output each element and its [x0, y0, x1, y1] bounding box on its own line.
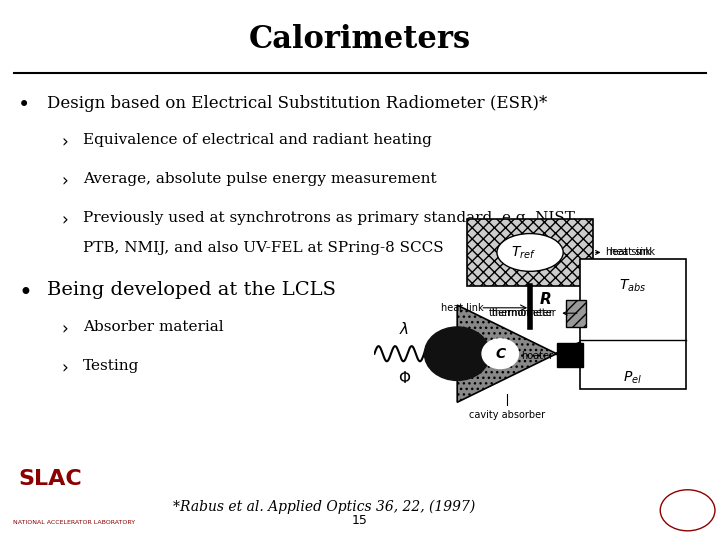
- Text: Absorber material: Absorber material: [83, 320, 223, 334]
- Text: •: •: [18, 281, 32, 305]
- Bar: [580, 259, 685, 389]
- Bar: [567, 300, 586, 327]
- Text: heat link: heat link: [441, 303, 483, 313]
- Text: heat sink: heat sink: [610, 247, 654, 258]
- Text: ›: ›: [61, 211, 68, 229]
- Text: Previously used at synchrotrons as primary standard, e.g. NIST,: Previously used at synchrotrons as prima…: [83, 211, 577, 225]
- Text: Design based on Electrical Substitution Radiometer (ESR)*: Design based on Electrical Substitution …: [47, 94, 547, 111]
- Text: ›: ›: [61, 172, 68, 190]
- Text: $T_{ref}$: $T_{ref}$: [511, 244, 536, 261]
- Text: Being developed at the LCLS: Being developed at the LCLS: [47, 281, 336, 299]
- Text: SLAC: SLAC: [18, 469, 82, 489]
- Text: hoater: hoater: [521, 352, 553, 361]
- Bar: [467, 219, 593, 286]
- Text: $\lambda$: $\lambda$: [399, 321, 409, 338]
- Text: ›: ›: [61, 133, 68, 151]
- Text: Equivalence of electrical and radiant heating: Equivalence of electrical and radiant he…: [83, 133, 432, 147]
- Text: Calorimeters: Calorimeters: [249, 24, 471, 55]
- Text: $T_{abs}$: $T_{abs}$: [619, 278, 647, 294]
- Text: C: C: [495, 347, 505, 361]
- Text: NATIONAL ACCELERATOR LABORATORY: NATIONAL ACCELERATOR LABORATORY: [13, 520, 135, 525]
- Circle shape: [482, 339, 518, 368]
- Text: ›: ›: [61, 359, 68, 377]
- Text: heat sink: heat sink: [595, 247, 652, 258]
- Bar: [557, 343, 583, 367]
- Text: cavity absorber: cavity absorber: [469, 410, 545, 421]
- Text: ›: ›: [61, 320, 68, 338]
- Text: R: R: [540, 292, 552, 307]
- Text: Average, absolute pulse energy measurement: Average, absolute pulse energy measureme…: [83, 172, 436, 186]
- Ellipse shape: [497, 233, 563, 271]
- Text: thermometer: thermometer: [488, 308, 553, 318]
- Text: $\Phi$: $\Phi$: [397, 370, 411, 386]
- Text: •: •: [18, 94, 30, 114]
- Text: 15: 15: [352, 514, 368, 526]
- Text: Testing: Testing: [83, 359, 139, 373]
- Text: *Rabus et al. Applied Optics 36, 22, (1997): *Rabus et al. Applied Optics 36, 22, (19…: [173, 500, 475, 514]
- Text: $P_{el}$: $P_{el}$: [624, 370, 642, 386]
- Text: PTB, NMIJ, and also UV-FEL at SPring-8 SCCS: PTB, NMIJ, and also UV-FEL at SPring-8 S…: [83, 241, 444, 255]
- Polygon shape: [457, 305, 557, 402]
- Circle shape: [424, 327, 490, 380]
- Text: thermometer: thermometer: [492, 308, 577, 318]
